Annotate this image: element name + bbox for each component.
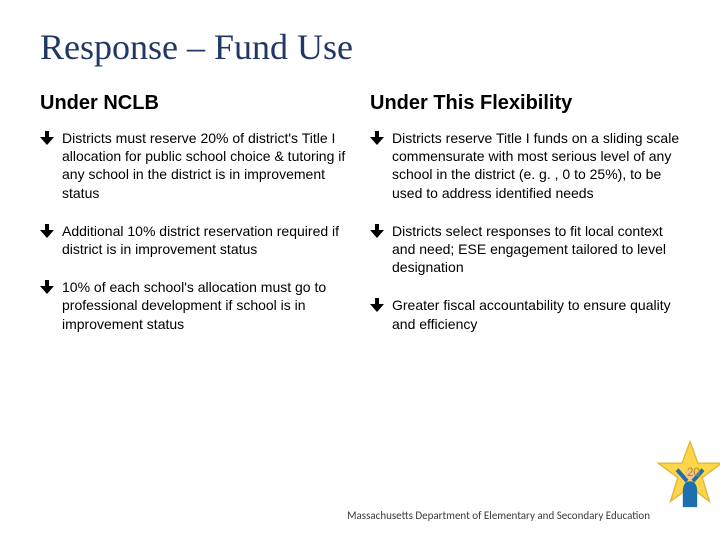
column-left-list: Districts must reserve 20% of district's…: [40, 129, 350, 333]
slide: Response – Fund Use Under NCLB Districts…: [0, 0, 720, 540]
list-item: Districts must reserve 20% of district's…: [40, 129, 350, 202]
list-item: Additional 10% district reservation requ…: [40, 222, 350, 258]
arrow-down-icon: [370, 131, 384, 145]
column-right: Under This Flexibility Districts reserve…: [370, 92, 680, 353]
list-item-text: Districts select responses to fit local …: [392, 223, 666, 275]
list-item: Greater fiscal accountability to ensure …: [370, 296, 680, 332]
list-item-text: Additional 10% district reservation requ…: [62, 223, 339, 257]
arrow-down-icon: [370, 224, 384, 238]
list-item-text: 10% of each school's allocation must go …: [62, 279, 326, 331]
page-number: 20: [687, 465, 700, 480]
content-columns: Under NCLB Districts must reserve 20% of…: [40, 92, 680, 353]
list-item-text: Greater fiscal accountability to ensure …: [392, 297, 671, 331]
list-item: 10% of each school's allocation must go …: [40, 278, 350, 333]
slide-title: Response – Fund Use: [40, 26, 680, 68]
arrow-down-icon: [40, 224, 54, 238]
column-right-heading: Under This Flexibility: [370, 92, 680, 115]
arrow-down-icon: [40, 131, 54, 145]
list-item-text: Districts must reserve 20% of district's…: [62, 130, 345, 201]
column-left-heading: Under NCLB: [40, 92, 350, 115]
column-right-list: Districts reserve Title I funds on a sli…: [370, 129, 680, 333]
arrow-down-icon: [40, 280, 54, 294]
list-item-text: Districts reserve Title I funds on a sli…: [392, 130, 679, 201]
column-left: Under NCLB Districts must reserve 20% of…: [40, 92, 350, 353]
arrow-down-icon: [370, 298, 384, 312]
footer-text: Massachusetts Department of Elementary a…: [347, 509, 650, 522]
list-item: Districts select responses to fit local …: [370, 222, 680, 277]
list-item: Districts reserve Title I funds on a sli…: [370, 129, 680, 202]
